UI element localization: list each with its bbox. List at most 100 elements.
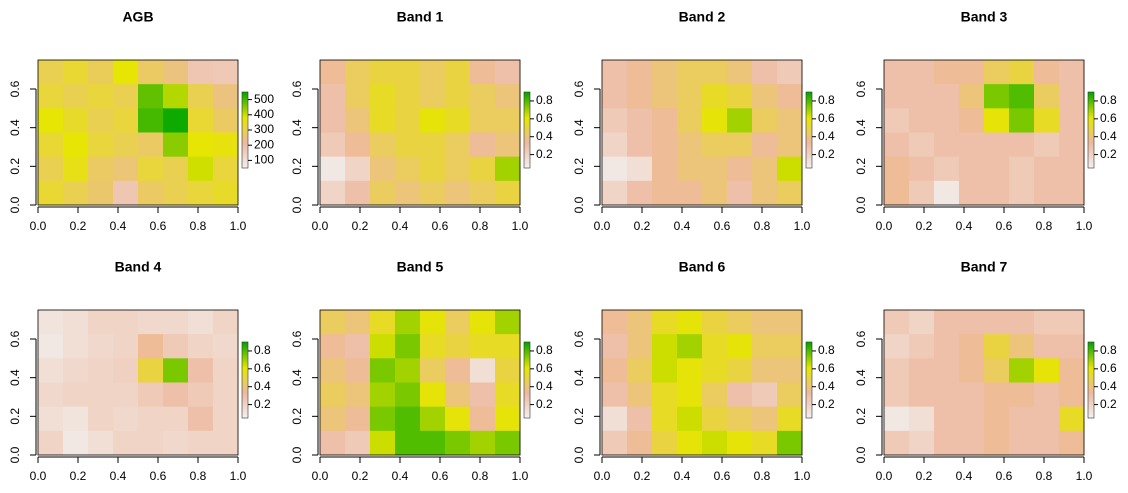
raster-cell	[602, 310, 628, 335]
legend-swatch	[524, 141, 530, 144]
legend-swatch	[806, 359, 812, 362]
y-tick-label: 0.4	[572, 369, 586, 386]
legend-swatch	[1088, 105, 1094, 108]
raster-cell	[1034, 406, 1060, 432]
raster-cell	[677, 310, 703, 335]
legend-swatch	[242, 141, 248, 144]
raster-cell	[884, 358, 910, 383]
legend-swatch	[1088, 347, 1094, 351]
raster-cell	[320, 382, 346, 408]
raster-cell	[113, 406, 139, 432]
raster-cell	[370, 156, 396, 182]
raster-cell	[495, 84, 521, 109]
legend-swatch	[242, 95, 248, 99]
legend-swatch	[806, 361, 812, 364]
legend-swatch	[524, 366, 530, 370]
legend-swatch	[524, 150, 530, 154]
raster-cell	[213, 382, 239, 408]
legend-swatch	[242, 156, 248, 159]
raster-cell	[420, 406, 446, 432]
legend-swatch	[1088, 395, 1094, 398]
legend-swatch	[242, 342, 248, 345]
plot-frame	[37, 309, 239, 456]
legend-swatch	[242, 150, 248, 154]
raster-cell	[934, 382, 960, 408]
raster-cell	[627, 358, 653, 383]
legend-swatch	[242, 389, 248, 392]
legend-swatch	[524, 128, 530, 131]
plot-frame	[883, 309, 1085, 456]
legend-swatch	[242, 378, 248, 381]
raster-cell	[602, 180, 628, 206]
raster-cell	[909, 108, 935, 133]
legend-frame	[241, 341, 249, 419]
raster-cell	[1009, 84, 1035, 109]
legend-swatch	[524, 376, 530, 379]
raster-cell	[345, 358, 371, 383]
legend-swatch	[1088, 92, 1094, 95]
legend-swatch	[1088, 152, 1094, 156]
legend-swatch	[806, 139, 812, 142]
legend-swatch	[524, 355, 530, 358]
legend-swatch	[1088, 378, 1094, 381]
legend-swatch	[242, 107, 248, 110]
legend-swatch	[1088, 109, 1094, 112]
legend-swatch	[524, 391, 530, 394]
raster-cell	[652, 358, 678, 383]
raster-cell	[420, 358, 446, 383]
raster-cell	[138, 382, 164, 408]
raster-cell	[677, 358, 703, 383]
x-tick-label: 0.4	[956, 469, 973, 483]
raster-cell	[752, 60, 778, 85]
x-tick-label: 1.0	[512, 219, 529, 233]
legend-swatch	[524, 112, 530, 116]
legend-swatch	[1088, 368, 1094, 371]
raster-cell	[702, 430, 728, 456]
legend-swatch	[806, 147, 812, 150]
legend-swatch	[806, 120, 812, 123]
legend-swatch	[1088, 99, 1094, 102]
legend-swatch	[806, 111, 812, 114]
raster-cell	[934, 430, 960, 456]
raster-cell	[959, 108, 985, 133]
raster-cell	[959, 310, 985, 335]
raster-cell	[88, 358, 114, 383]
raster-cell	[652, 132, 678, 158]
legend-swatch	[806, 156, 812, 159]
raster-cell	[320, 156, 346, 182]
legend-swatch	[1088, 93, 1094, 97]
raster-cell	[652, 334, 678, 359]
raster-cell	[113, 84, 139, 109]
raster-cell	[370, 180, 396, 206]
legend-swatch	[524, 109, 530, 112]
legend-swatch	[242, 364, 248, 368]
raster-cell	[495, 334, 521, 359]
y-tick-label: 0.2	[854, 408, 868, 425]
raster-cell	[138, 310, 164, 335]
y-tick-label: 0.6	[854, 80, 868, 97]
raster-cell	[38, 382, 64, 408]
raster-cell	[752, 406, 778, 432]
raster-cell	[445, 60, 471, 85]
raster-cell	[727, 180, 753, 206]
legend-swatch	[524, 137, 530, 140]
raster-cell	[88, 156, 114, 182]
raster-cell	[652, 84, 678, 109]
x-tick-label: 0.8	[754, 469, 771, 483]
raster-cell	[38, 430, 64, 456]
raster-cell	[320, 406, 346, 432]
y-tick-label: 0.0	[290, 446, 304, 463]
raster-cell	[934, 132, 960, 158]
raster-cell	[370, 358, 396, 383]
legend-swatch	[1088, 149, 1094, 152]
raster-cell	[677, 84, 703, 109]
raster-cell	[370, 406, 396, 432]
raster-cell	[470, 84, 496, 109]
chart-title: Band 6	[679, 259, 726, 275]
raster-cell	[777, 406, 803, 432]
legend-swatch	[1088, 362, 1094, 366]
y-tick-label: 0.2	[290, 408, 304, 425]
x-tick-label: 0.6	[996, 219, 1013, 233]
legend-swatch	[1088, 410, 1094, 413]
